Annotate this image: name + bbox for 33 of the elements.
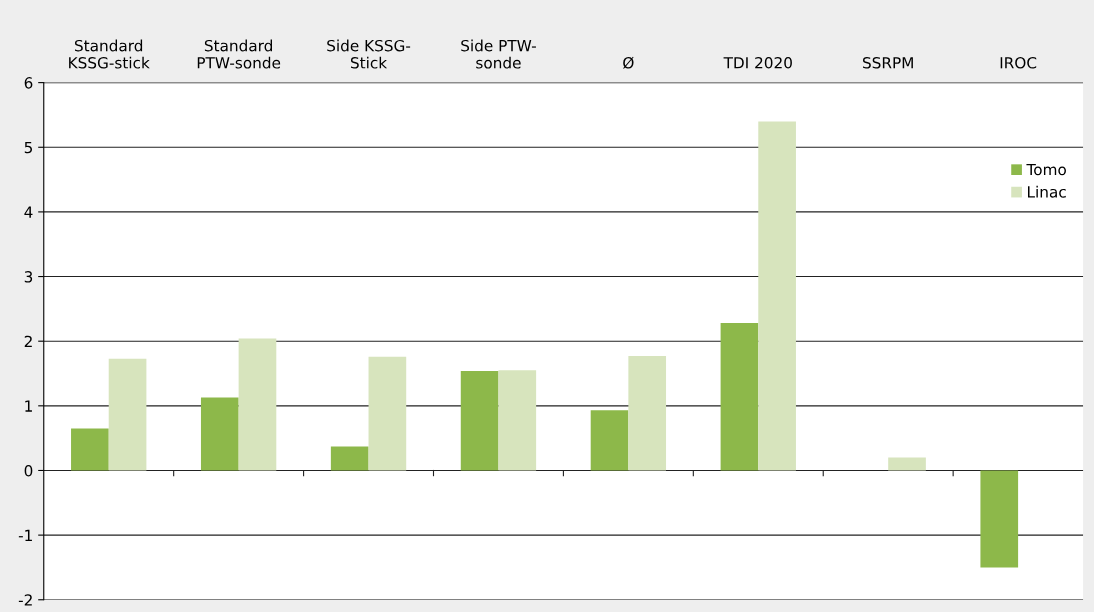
bar [460,370,499,471]
y-tick-label: -1 [18,529,32,541]
y-tick-label: 3 [24,271,33,283]
bar [720,323,759,471]
y-tick-label: 1 [25,400,32,412]
bar [888,457,926,471]
y-tick-label: 2 [24,335,32,347]
bar [71,428,109,471]
bar [108,358,147,471]
x-tick-label: Side PTW- sonde [461,39,536,69]
x-tick-label: Standard KSSG-stick [69,39,150,69]
legend-label: Linac [1028,185,1066,198]
x-tick-label: Standard PTW-sonde [197,39,281,69]
legend-label: Tomo [1026,163,1066,176]
y-tick-label: 5 [24,141,33,154]
bar [980,470,1019,568]
x-tick-label: SSRPM [862,56,913,69]
y-tick-label: 6 [24,77,33,89]
x-tick-label: Ø [623,56,634,69]
x-tick-label: Side KSSG- Stick [327,39,411,69]
y-tick-label: -2 [18,594,32,606]
bar [758,121,796,471]
bar [200,397,239,471]
bar [498,370,537,471]
bar [628,356,667,471]
y-tick-label: 4 [24,206,33,218]
bar [330,446,369,471]
x-tick-label: TDI 2020 [723,56,792,69]
y-tick-label: 0 [24,464,33,477]
bar [368,356,407,471]
bar [590,410,629,471]
x-tick-label: IROC [1000,56,1037,69]
bar [238,338,277,471]
